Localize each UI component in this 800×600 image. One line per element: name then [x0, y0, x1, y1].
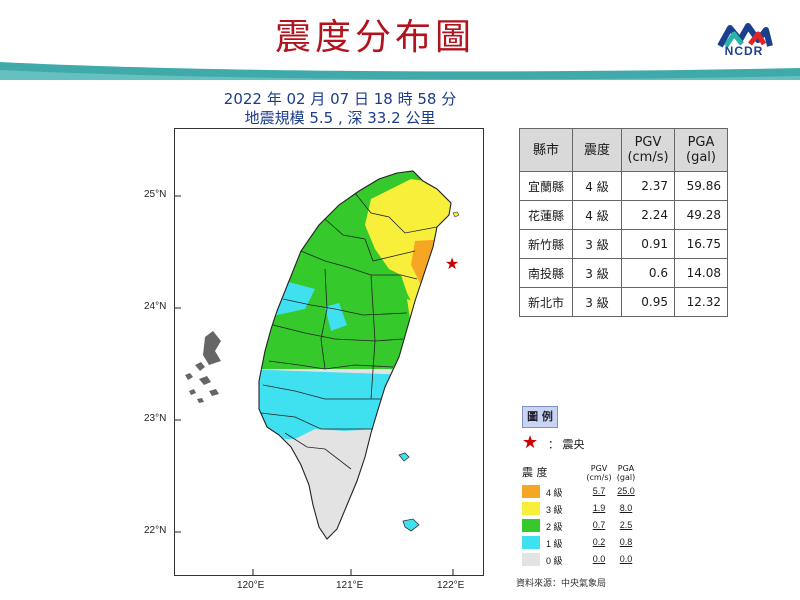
legend-row: 0 級 0.0 0.0 [512, 552, 640, 567]
cell-pgv: 0.91 [621, 229, 675, 259]
legend-pga: 2.5 [619, 520, 633, 530]
cell-pgv: 0.6 [621, 258, 675, 288]
header-pga: PGA (gal) [674, 128, 728, 172]
legend-level: 4 級 [546, 488, 563, 498]
penghu-islands [185, 331, 221, 403]
lon-tick-121: 121°E [336, 580, 364, 591]
cell-intensity: 3 級 [572, 287, 622, 317]
cell-county: 花蓮縣 [519, 200, 573, 230]
intensity-table: 縣市 震度 PGV (cm/s) PGA (gal) 宜蘭縣 4 級 2.37 … [519, 128, 728, 317]
header-intensity: 震度 [572, 128, 622, 172]
map-ticks [175, 195, 454, 575]
legend-header-pga: PGA (gal) [616, 464, 636, 482]
lon-tick-120: 120°E [237, 580, 265, 591]
legend-swatch [522, 485, 540, 498]
legend-header-pgv: PGV (cm/s) [586, 464, 612, 482]
event-datetime: 2022 年 02 月 07 日 18 時 58 分 [223, 90, 457, 108]
legend-pga: 25.0 [617, 486, 635, 496]
logo-text: NCDR [724, 44, 764, 58]
lat-tick-24: 24°N [144, 301, 167, 312]
legend-level: 2 級 [546, 522, 563, 532]
ncdr-logo-icon [717, 23, 773, 48]
legend-swatch [522, 502, 540, 515]
cell-pgv: 0.95 [621, 287, 675, 317]
legend-pgv: 5.7 [592, 486, 606, 496]
page-title: 震度分布圖 [274, 17, 475, 58]
table-row: 新竹縣 3 級 0.91 16.75 [519, 229, 728, 259]
legend-pga: 0.0 [619, 554, 633, 564]
epicenter-legend-star-icon: ★ [522, 432, 539, 453]
legend-title: 圖 例 [522, 406, 558, 428]
turtle-island [452, 211, 460, 218]
epicenter-legend-label: ： 震央 [548, 438, 585, 451]
cell-pga: 14.08 [674, 258, 728, 288]
legend-level: 1 級 [546, 539, 563, 549]
cell-county: 宜蘭縣 [519, 171, 573, 201]
legend-swatch [522, 536, 540, 549]
legend-pgv: 0.7 [592, 520, 606, 530]
legend-swatch [522, 519, 540, 532]
table-row: 南投縣 3 級 0.6 14.08 [519, 258, 728, 288]
legend-pgv: 0.2 [592, 537, 606, 547]
event-magnitude-depth: 地震規模 5.5 , 深 33.2 公里 [244, 109, 436, 127]
table-header-row: 縣市 震度 PGV (cm/s) PGA (gal) [519, 128, 728, 172]
cell-county: 新竹縣 [519, 229, 573, 259]
epicenter-star-icon: ★ [445, 254, 459, 273]
county-boundaries [260, 192, 438, 470]
legend-pga: 0.8 [619, 537, 633, 547]
cell-intensity: 3 級 [572, 229, 622, 259]
legend-row: 3 級 1.9 8.0 [512, 501, 640, 516]
legend-header-intensity: 震 度 [522, 466, 548, 479]
intensity-map: ★ [174, 128, 484, 576]
cell-pga: 49.28 [674, 200, 728, 230]
legend-level: 3 級 [546, 505, 563, 515]
intensity-zones [259, 171, 451, 539]
legend-swatch [522, 553, 540, 566]
legend-row: 2 級 0.7 2.5 [512, 518, 640, 533]
green-island [398, 452, 410, 462]
data-source: 資料來源：中央氣象局 [516, 579, 607, 589]
table-row: 宜蘭縣 4 級 2.37 59.86 [519, 171, 728, 201]
legend-pga: 8.0 [619, 503, 633, 513]
header-pgv: PGV (cm/s) [621, 128, 675, 172]
lon-tick-122: 122°E [437, 580, 465, 591]
table-row: 新北市 3 級 0.95 12.32 [519, 287, 728, 317]
table-row: 花蓮縣 4 級 2.24 49.28 [519, 200, 728, 230]
cell-pgv: 2.37 [621, 171, 675, 201]
cell-county: 新北市 [519, 287, 573, 317]
legend-pgv: 0.0 [592, 554, 606, 564]
header-county: 縣市 [519, 128, 573, 172]
cell-pga: 16.75 [674, 229, 728, 259]
lat-tick-23: 23°N [144, 413, 167, 424]
taiwan-outline [258, 170, 452, 540]
lat-tick-25: 25°N [144, 189, 167, 200]
orchid-island [402, 518, 420, 532]
cell-pga: 59.86 [674, 171, 728, 201]
legend-pgv: 1.9 [592, 503, 606, 513]
taiwan-map-svg: ★ [175, 170, 460, 575]
cell-pga: 12.32 [674, 287, 728, 317]
lat-tick-22: 22°N [144, 525, 167, 536]
cell-county: 南投縣 [519, 258, 573, 288]
header-band [0, 62, 800, 90]
cell-pgv: 2.24 [621, 200, 675, 230]
cell-intensity: 4 級 [572, 200, 622, 230]
cell-intensity: 3 級 [572, 258, 622, 288]
cell-intensity: 4 級 [572, 171, 622, 201]
legend-level: 0 級 [546, 556, 563, 566]
legend-row: 1 級 0.2 0.8 [512, 535, 640, 550]
legend-row: 4 級 5.7 25.0 [512, 484, 640, 499]
map-legend: 圖 例 ★ ： 震央 震 度 PGV (cm/s) PGA (gal) 4 級 … [512, 406, 640, 586]
